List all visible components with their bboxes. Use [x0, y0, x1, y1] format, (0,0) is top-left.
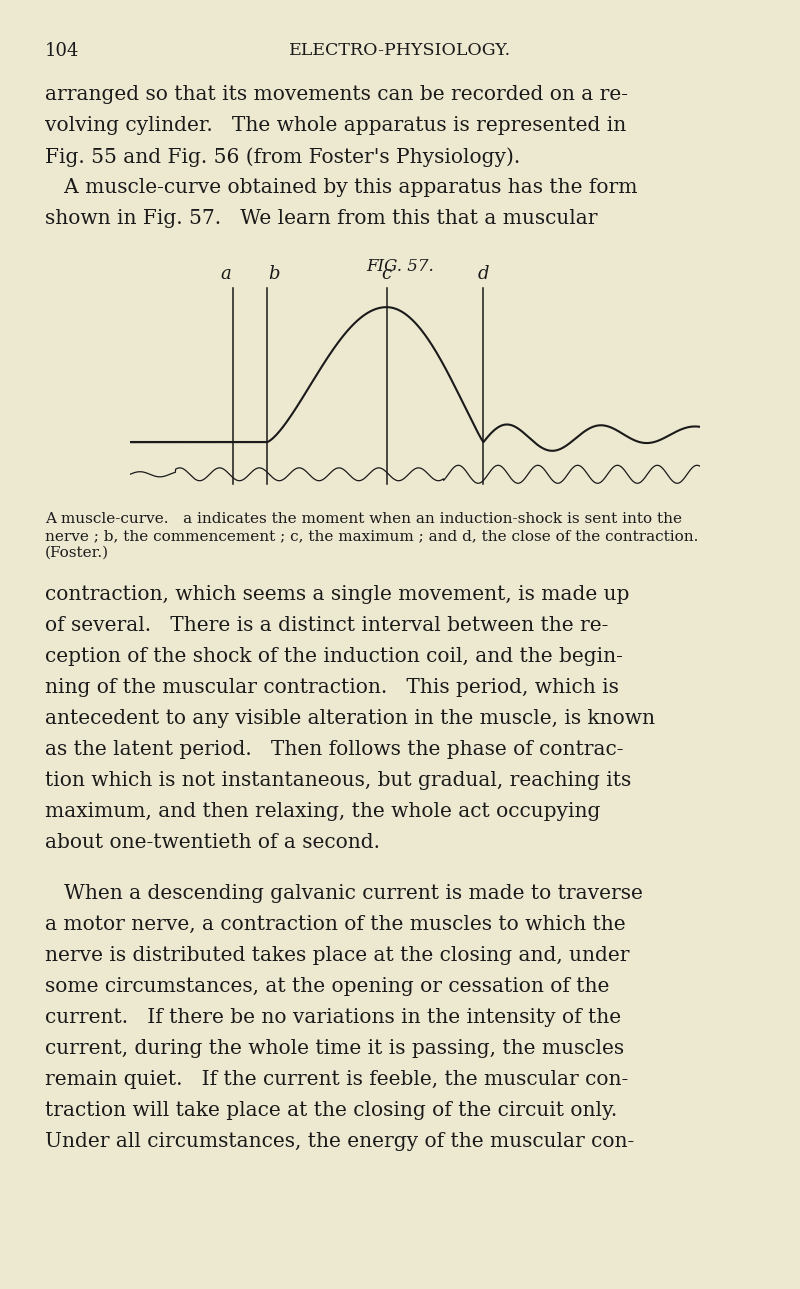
Text: maximum, and then relaxing, the whole act occupying: maximum, and then relaxing, the whole ac…	[45, 802, 600, 821]
Text: remain quiet.   If the current is feeble, the muscular con-: remain quiet. If the current is feeble, …	[45, 1070, 628, 1089]
Text: d: d	[478, 266, 489, 284]
Text: Fig. 55 and Fig. 56 (from Foster's Physiology).: Fig. 55 and Fig. 56 (from Foster's Physi…	[45, 147, 520, 166]
Text: A muscle-curve obtained by this apparatus has the form: A muscle-curve obtained by this apparatu…	[45, 178, 638, 197]
Text: FIG. 57.: FIG. 57.	[366, 258, 434, 275]
Text: arranged so that its movements can be recorded on a re-: arranged so that its movements can be re…	[45, 85, 628, 104]
Text: A muscle-curve.   a indicates the moment when an induction-shock is sent into th: A muscle-curve. a indicates the moment w…	[45, 512, 682, 526]
Text: some circumstances, at the opening or cessation of the: some circumstances, at the opening or ce…	[45, 977, 610, 996]
Text: c: c	[382, 266, 391, 284]
Text: ELECTRO-PHYSIOLOGY.: ELECTRO-PHYSIOLOGY.	[289, 43, 511, 59]
Text: ning of the muscular contraction.   This period, which is: ning of the muscular contraction. This p…	[45, 678, 619, 697]
Text: When a descending galvanic current is made to traverse: When a descending galvanic current is ma…	[45, 884, 643, 904]
Text: Under all circumstances, the energy of the muscular con-: Under all circumstances, the energy of t…	[45, 1132, 634, 1151]
Text: about one-twentieth of a second.: about one-twentieth of a second.	[45, 833, 380, 852]
Text: ception of the shock of the induction coil, and the begin-: ception of the shock of the induction co…	[45, 647, 623, 666]
Text: b: b	[268, 266, 279, 284]
Text: 104: 104	[45, 43, 79, 61]
Text: tion which is not instantaneous, but gradual, reaching its: tion which is not instantaneous, but gra…	[45, 771, 631, 790]
Text: contraction, which seems a single movement, is made up: contraction, which seems a single moveme…	[45, 585, 630, 605]
Text: as the latent period.   Then follows the phase of contrac-: as the latent period. Then follows the p…	[45, 740, 623, 759]
Text: traction will take place at the closing of the circuit only.: traction will take place at the closing …	[45, 1101, 618, 1120]
Text: nerve ; b, the commencement ; c, the maximum ; and d, the close of the contracti: nerve ; b, the commencement ; c, the max…	[45, 528, 698, 543]
Text: (Foster.): (Foster.)	[45, 547, 109, 559]
Text: current, during the whole time it is passing, the muscles: current, during the whole time it is pas…	[45, 1039, 624, 1058]
Text: current.   If there be no variations in the intensity of the: current. If there be no variations in th…	[45, 1008, 621, 1027]
Text: shown in Fig. 57.   We learn from this that a muscular: shown in Fig. 57. We learn from this tha…	[45, 209, 598, 228]
Text: a: a	[220, 266, 231, 284]
Text: antecedent to any visible alteration in the muscle, is known: antecedent to any visible alteration in …	[45, 709, 655, 728]
Text: of several.   There is a distinct interval between the re-: of several. There is a distinct interval…	[45, 616, 608, 635]
Text: nerve is distributed takes place at the closing and, under: nerve is distributed takes place at the …	[45, 946, 630, 965]
Text: a motor nerve, a contraction of the muscles to which the: a motor nerve, a contraction of the musc…	[45, 915, 626, 935]
Text: volving cylinder.   The whole apparatus is represented in: volving cylinder. The whole apparatus is…	[45, 116, 626, 135]
